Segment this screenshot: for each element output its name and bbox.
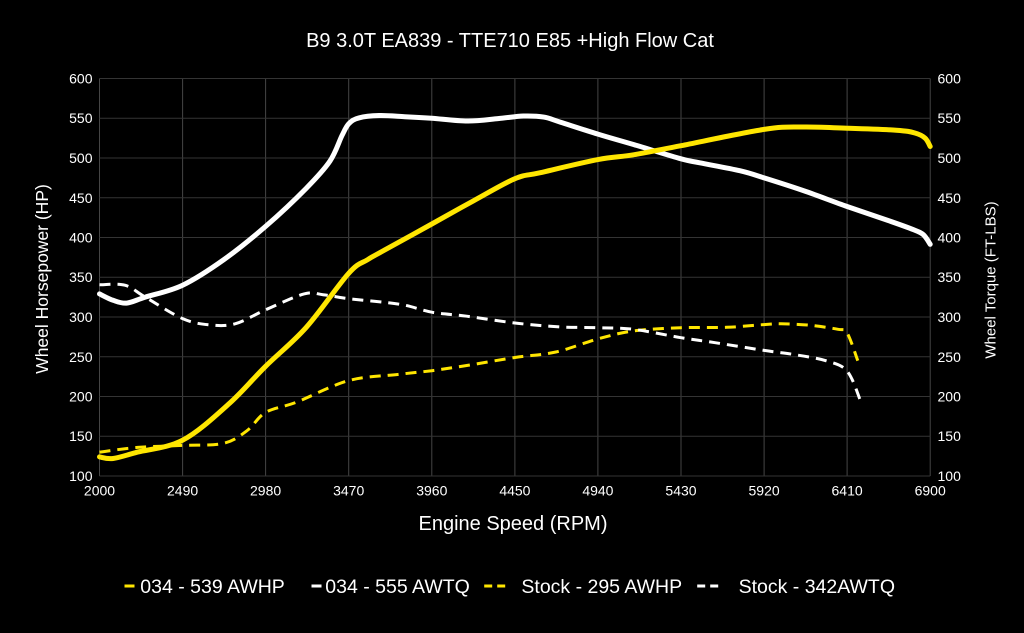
svg-text:500: 500: [69, 150, 93, 166]
svg-text:3470: 3470: [333, 483, 364, 499]
svg-text:Wheel Torque (FT-LBS): Wheel Torque (FT-LBS): [983, 201, 1000, 358]
svg-text:5430: 5430: [665, 483, 696, 499]
svg-text:200: 200: [938, 389, 962, 405]
svg-text:300: 300: [69, 309, 93, 325]
svg-text:200: 200: [69, 389, 93, 405]
svg-text:550: 550: [938, 110, 962, 126]
svg-text:034 - 539 AWHP: 034 - 539 AWHP: [140, 576, 285, 598]
svg-text:6410: 6410: [832, 483, 863, 499]
svg-text:550: 550: [69, 110, 93, 126]
svg-text:B9 3.0T EA839 - TTE710 E85 +Hi: B9 3.0T EA839 - TTE710 E85 +High Flow Ca…: [306, 30, 714, 52]
svg-text:4450: 4450: [499, 483, 530, 499]
svg-text:450: 450: [69, 190, 93, 206]
svg-text:600: 600: [69, 71, 93, 87]
svg-text:100: 100: [938, 468, 962, 484]
svg-text:400: 400: [938, 230, 962, 246]
svg-text:600: 600: [938, 71, 962, 87]
svg-text:5920: 5920: [749, 483, 780, 499]
svg-text:350: 350: [938, 269, 962, 285]
svg-text:350: 350: [69, 269, 93, 285]
svg-text:3960: 3960: [416, 483, 447, 499]
svg-text:100: 100: [69, 468, 93, 484]
svg-text:2980: 2980: [250, 483, 281, 499]
svg-text:250: 250: [938, 349, 962, 365]
svg-text:Engine Speed (RPM): Engine Speed (RPM): [419, 513, 608, 535]
svg-text:2490: 2490: [167, 483, 198, 499]
svg-text:150: 150: [69, 428, 93, 444]
svg-text:150: 150: [938, 428, 962, 444]
svg-text:2000: 2000: [84, 483, 115, 499]
svg-text:400: 400: [69, 230, 93, 246]
svg-text:6900: 6900: [915, 483, 946, 499]
svg-text:450: 450: [938, 190, 962, 206]
svg-text:4940: 4940: [582, 483, 613, 499]
svg-text:300: 300: [938, 309, 962, 325]
svg-text:Wheel Horsepower (HP): Wheel Horsepower (HP): [32, 184, 52, 374]
svg-text:500: 500: [938, 150, 962, 166]
svg-text:034 - 555 AWTQ: 034 - 555 AWTQ: [325, 576, 470, 598]
svg-text:250: 250: [69, 349, 93, 365]
svg-text:Stock - 342AWTQ: Stock - 342AWTQ: [739, 576, 895, 598]
svg-text:Stock - 295 AWHP: Stock - 295 AWHP: [521, 576, 682, 598]
